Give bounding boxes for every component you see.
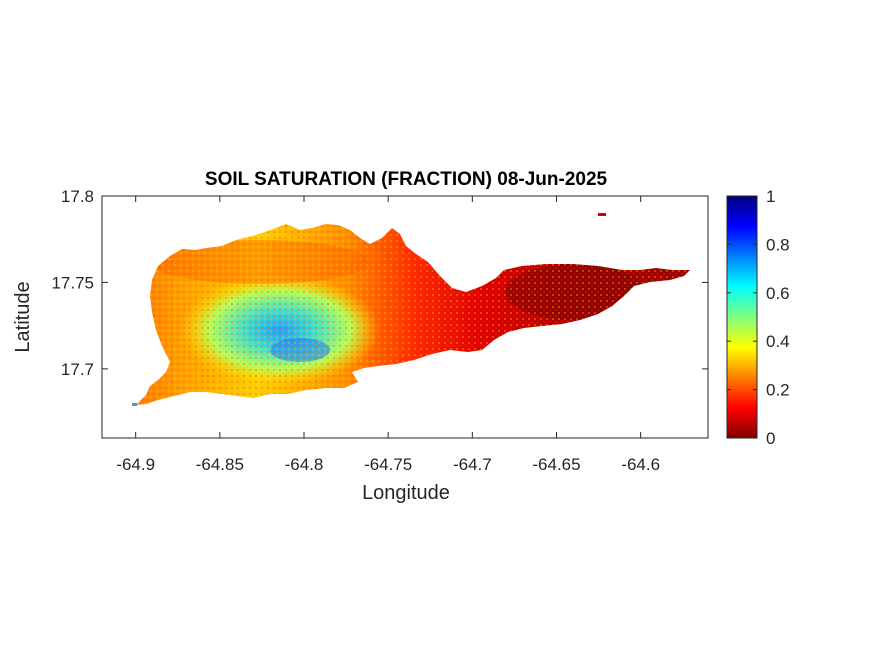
y-axis: 17.7 17.75 17.8	[51, 187, 708, 379]
map-layer	[132, 213, 690, 406]
saturation-overlays	[136, 224, 690, 405]
plot-frame	[101, 195, 709, 439]
west-tip-pixel	[132, 403, 137, 406]
colorbar-tick-label: 0.6	[766, 284, 790, 303]
small-islet	[598, 213, 606, 216]
x-tick-label: -64.8	[285, 455, 324, 474]
plot-area: -64.9 -64.85 -64.8 -64.75 -64.7 -64.65 -64.6 1…	[51, 187, 709, 474]
x-tick-label: -64.75	[364, 455, 412, 474]
y-tick-label: 17.75	[51, 273, 94, 292]
colorbar: 0 0.2 0.4 0.6 0.8 1	[726, 187, 790, 448]
texture-overlay	[136, 224, 690, 405]
x-tick-label: -64.85	[196, 455, 244, 474]
y-tick-label: 17.7	[61, 360, 94, 379]
colorbar-tick-label: 0.4	[766, 332, 790, 351]
x-tick-label: -64.7	[453, 455, 492, 474]
y-axis-label: Latitude	[12, 281, 34, 352]
x-axis: -64.9 -64.85 -64.8 -64.75 -64.7 -64.65 -64.6	[116, 196, 660, 474]
colorbar-tick-label: 1	[766, 187, 775, 206]
colorbar-gradient	[726, 195, 758, 439]
x-tick-label: -64.6	[621, 455, 660, 474]
colorbar-tick-label: 0	[766, 429, 775, 448]
chart-title: SOIL SATURATION (FRACTION) 08-Jun-2025	[205, 169, 608, 190]
x-axis-label: Longitude	[362, 482, 450, 504]
colorbar-ticks: 0 0.2 0.4 0.6 0.8 1	[727, 187, 790, 448]
x-tick-label: -64.9	[116, 455, 155, 474]
colorbar-tick-label: 0.8	[766, 235, 790, 254]
y-tick-label: 17.8	[61, 187, 94, 206]
x-tick-label: -64.65	[532, 455, 580, 474]
colorbar-tick-label: 0.2	[766, 381, 790, 400]
